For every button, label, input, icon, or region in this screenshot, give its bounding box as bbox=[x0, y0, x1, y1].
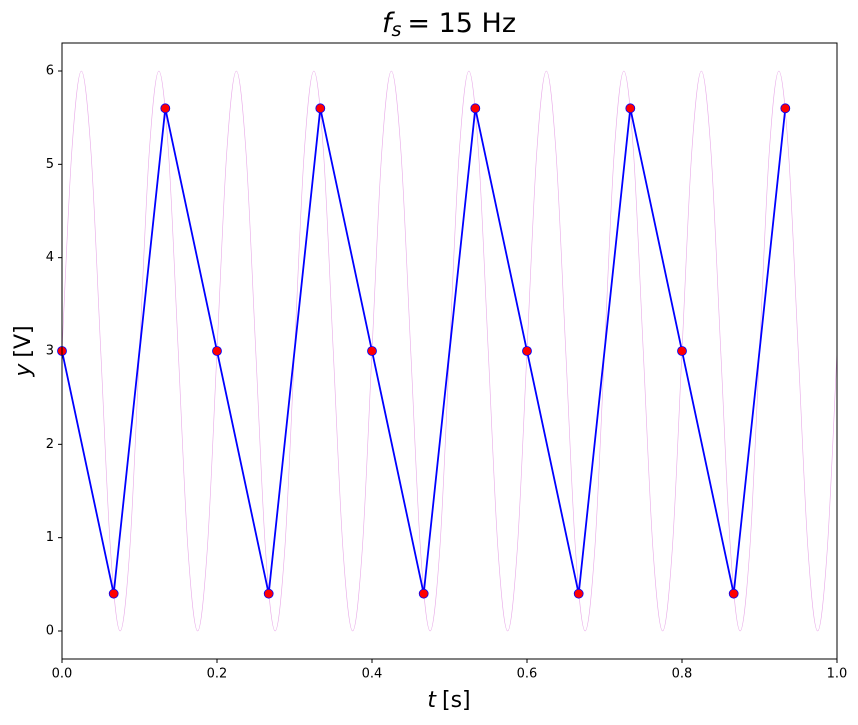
x-tick-label: 1.0 bbox=[827, 667, 848, 682]
title-text: = 15 Hz bbox=[407, 8, 516, 39]
sample-point bbox=[263, 588, 274, 599]
sample-point bbox=[108, 588, 119, 599]
x-tick-label: 0.0 bbox=[52, 667, 73, 682]
sample-point bbox=[677, 346, 687, 356]
y-axis-label: y [V] bbox=[11, 325, 36, 377]
sample-point bbox=[160, 103, 171, 114]
x-label-symbol: t bbox=[427, 688, 437, 713]
sample-point bbox=[470, 103, 481, 114]
y-tick-label: 2 bbox=[46, 437, 54, 452]
x-tick-label: 0.2 bbox=[207, 667, 228, 682]
y-tick-label: 6 bbox=[46, 64, 54, 79]
x-tick-label: 0.8 bbox=[672, 667, 693, 682]
y-label-unit: [V] bbox=[11, 325, 36, 357]
sample-point bbox=[522, 346, 532, 356]
x-tick-label: 0.4 bbox=[362, 667, 383, 682]
sample-point bbox=[780, 103, 791, 114]
sample-point bbox=[625, 103, 636, 114]
y-tick-label: 1 bbox=[46, 530, 54, 545]
sample-point bbox=[573, 588, 584, 599]
y-tick-label: 4 bbox=[46, 250, 54, 265]
x-label-unit: [s] bbox=[442, 688, 471, 713]
sample-point bbox=[315, 103, 326, 114]
plot-frame bbox=[61, 42, 838, 660]
sample-point bbox=[367, 346, 377, 356]
y-tick-label: 3 bbox=[46, 344, 54, 359]
sample-point bbox=[418, 588, 429, 599]
y-tick-label: 5 bbox=[46, 157, 54, 172]
x-axis-label: t [s] bbox=[427, 688, 470, 713]
sample-point bbox=[212, 346, 222, 356]
sample-point bbox=[728, 588, 739, 599]
x-tick-label: 0.6 bbox=[517, 667, 538, 682]
chart-title: fs = 15 Hz bbox=[382, 8, 516, 41]
title-subscript: s bbox=[391, 19, 401, 41]
y-label-symbol: y bbox=[11, 363, 36, 378]
y-tick-label: 0 bbox=[46, 624, 54, 639]
